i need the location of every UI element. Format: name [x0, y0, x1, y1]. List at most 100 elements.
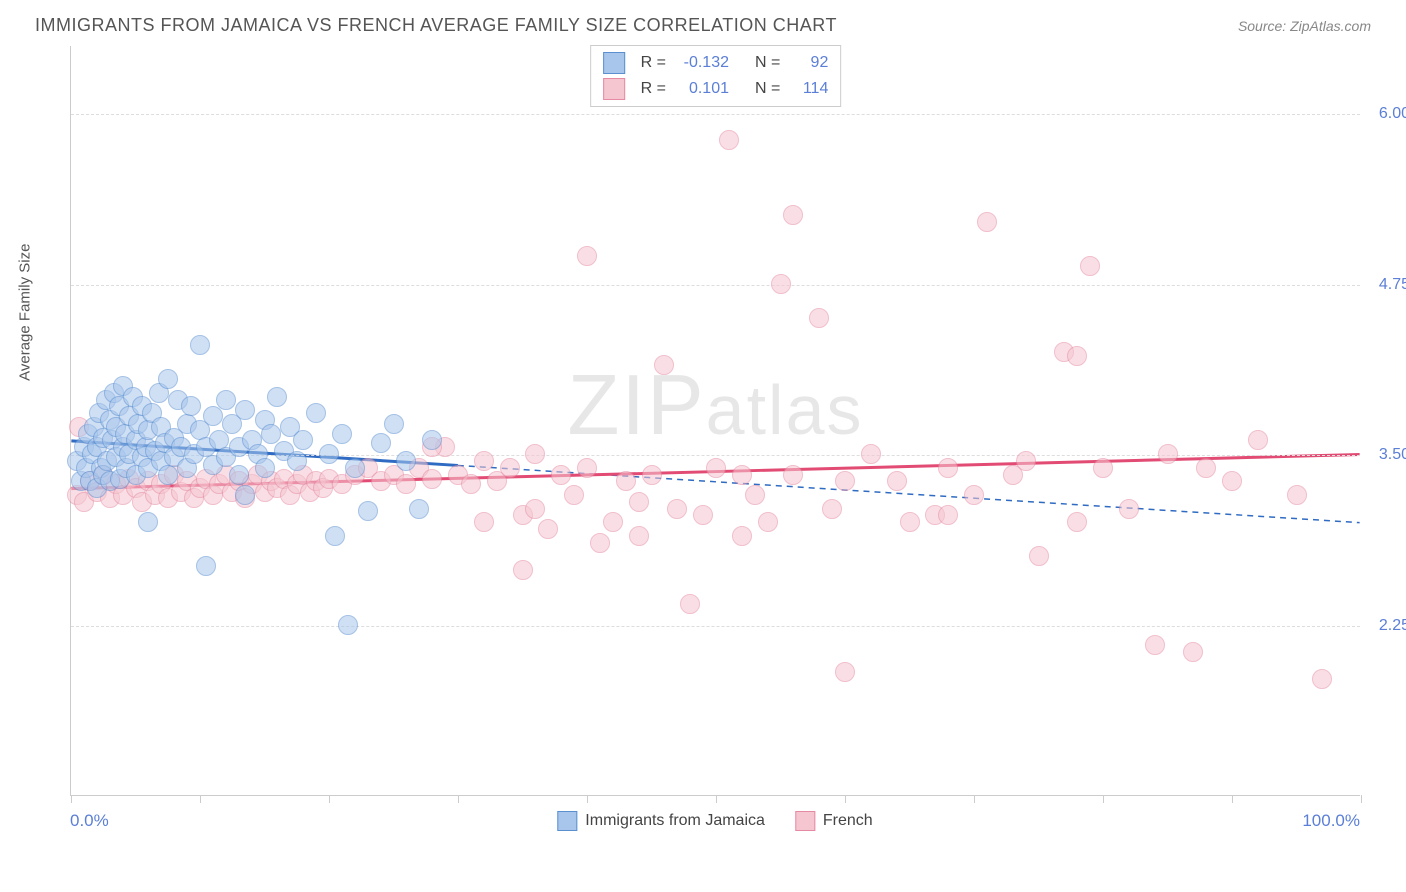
point-series-a: [396, 451, 416, 471]
point-series-b: [1067, 512, 1087, 532]
x-tick: [329, 795, 330, 803]
point-series-b: [1016, 451, 1036, 471]
stats-row: R =0.101N =114: [603, 76, 829, 102]
swatch-icon: [557, 811, 577, 831]
point-series-b: [809, 308, 829, 328]
point-series-a: [287, 451, 307, 471]
point-series-b: [525, 444, 545, 464]
point-series-b: [1093, 458, 1113, 478]
point-series-a: [371, 433, 391, 453]
point-series-b: [732, 526, 752, 546]
point-series-b: [629, 526, 649, 546]
point-series-b: [500, 458, 520, 478]
point-series-b: [513, 560, 533, 580]
point-series-a: [235, 485, 255, 505]
point-series-b: [616, 471, 636, 491]
r-value: -0.132: [674, 54, 729, 72]
point-series-b: [964, 485, 984, 505]
point-series-b: [758, 512, 778, 532]
point-series-b: [1145, 635, 1165, 655]
point-series-a: [229, 465, 249, 485]
point-series-b: [577, 458, 597, 478]
y-tick-label: 3.50: [1379, 446, 1406, 464]
n-value: 92: [788, 54, 828, 72]
point-series-b: [654, 355, 674, 375]
point-series-b: [861, 444, 881, 464]
point-series-b: [1248, 430, 1268, 450]
x-tick: [974, 795, 975, 803]
point-series-b: [835, 662, 855, 682]
point-series-b: [1119, 499, 1139, 519]
point-series-a: [338, 615, 358, 635]
point-series-a: [203, 406, 223, 426]
point-series-b: [396, 474, 416, 494]
point-series-b: [474, 512, 494, 532]
point-series-b: [603, 512, 623, 532]
point-series-a: [261, 424, 281, 444]
stats-row: R =-0.132N =92: [603, 50, 829, 76]
x-axis-min-label: 0.0%: [70, 811, 109, 831]
legend-label: Immigrants from Jamaica: [585, 812, 765, 829]
point-series-b: [693, 505, 713, 525]
point-series-a: [325, 526, 345, 546]
point-series-a: [190, 335, 210, 355]
x-tick: [1103, 795, 1104, 803]
n-label: N =: [755, 54, 780, 72]
point-series-a: [358, 501, 378, 521]
point-series-b: [1029, 546, 1049, 566]
point-series-a: [158, 369, 178, 389]
point-series-b: [577, 246, 597, 266]
point-series-b: [667, 499, 687, 519]
legend-item: French: [795, 811, 873, 831]
point-series-b: [719, 130, 739, 150]
n-label: N =: [755, 80, 780, 98]
point-series-b: [642, 465, 662, 485]
point-series-a: [345, 458, 365, 478]
swatch-icon: [603, 52, 625, 74]
point-series-a: [306, 403, 326, 423]
point-series-b: [822, 499, 842, 519]
x-axis: 0.0% Immigrants from Jamaica French 100.0…: [70, 811, 1360, 835]
point-series-b: [783, 205, 803, 225]
point-series-a: [293, 430, 313, 450]
point-series-b: [783, 465, 803, 485]
x-tick: [1361, 795, 1362, 803]
chart-area: Average Family Size ZIPatlas R =-0.132N …: [70, 46, 1376, 835]
gridline: [71, 285, 1360, 286]
scatter-plot: ZIPatlas R =-0.132N =92R =0.101N =114 2.…: [70, 46, 1360, 796]
x-tick: [716, 795, 717, 803]
x-tick: [71, 795, 72, 803]
x-tick: [200, 795, 201, 803]
chart-header: IMMIGRANTS FROM JAMAICA VS FRENCH AVERAG…: [10, 10, 1396, 46]
x-tick: [845, 795, 846, 803]
point-series-a: [158, 465, 178, 485]
r-label: R =: [641, 80, 666, 98]
gridline: [71, 114, 1360, 115]
swatch-icon: [603, 78, 625, 100]
gridline: [71, 626, 1360, 627]
point-series-b: [1222, 471, 1242, 491]
point-series-b: [1067, 346, 1087, 366]
point-series-b: [938, 505, 958, 525]
swatch-icon: [795, 811, 815, 831]
point-series-b: [1080, 256, 1100, 276]
point-series-b: [564, 485, 584, 505]
point-series-b: [551, 465, 571, 485]
point-series-b: [706, 458, 726, 478]
y-tick-label: 6.00: [1379, 105, 1406, 123]
point-series-b: [887, 471, 907, 491]
point-series-b: [900, 512, 920, 532]
point-series-a: [422, 430, 442, 450]
point-series-a: [235, 400, 255, 420]
y-tick-label: 2.25: [1379, 617, 1406, 635]
point-series-a: [138, 512, 158, 532]
point-series-b: [732, 465, 752, 485]
y-axis-label: Average Family Size: [17, 243, 34, 380]
point-series-a: [384, 414, 404, 434]
point-series-b: [461, 474, 481, 494]
x-axis-max-label: 100.0%: [1302, 811, 1360, 831]
point-series-b: [590, 533, 610, 553]
point-series-a: [332, 424, 352, 444]
chart-title: IMMIGRANTS FROM JAMAICA VS FRENCH AVERAG…: [35, 15, 837, 36]
legend-item: Immigrants from Jamaica: [557, 811, 765, 831]
